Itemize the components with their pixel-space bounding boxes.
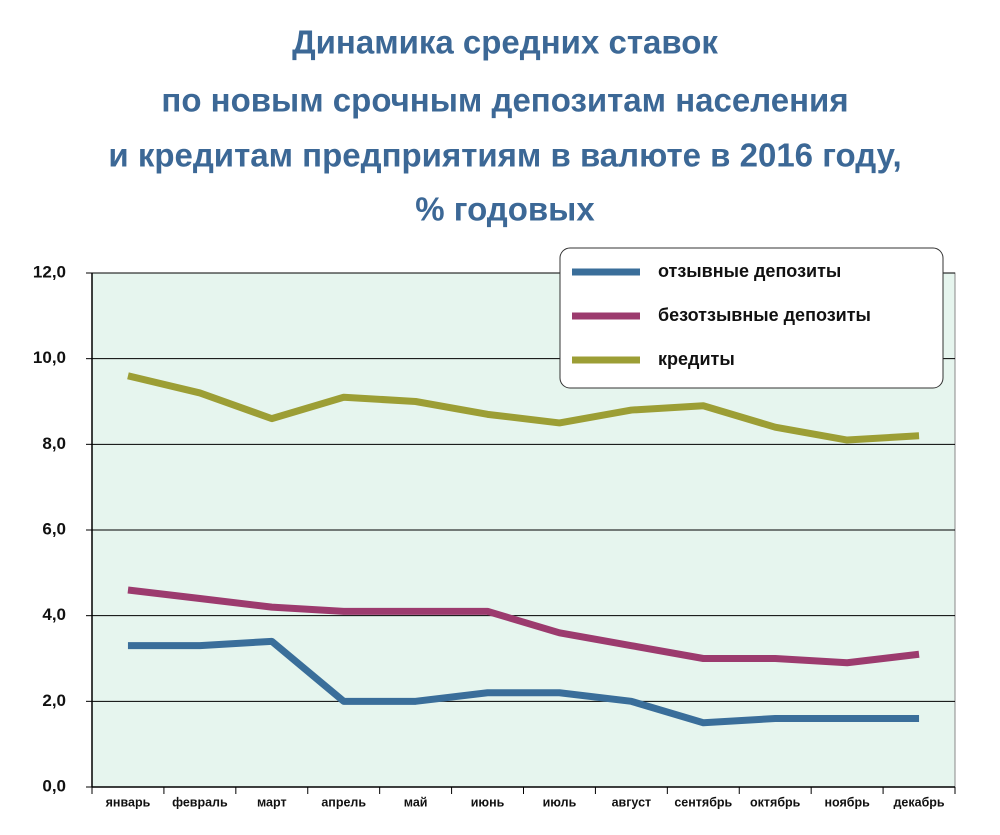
legend-box	[559, 247, 944, 389]
series-line	[127, 586, 920, 667]
y-tick-label: 8,0	[42, 434, 66, 453]
x-tick-label: февраль	[172, 795, 228, 809]
y-tick-label: 2,0	[42, 691, 66, 710]
x-tick-label: июль	[543, 795, 577, 809]
chart-title: % годовых	[415, 191, 595, 228]
chart-title: и кредитам предприятиям в валюте в 2016 …	[108, 137, 901, 174]
legend-label: безотзывные депозиты	[658, 305, 871, 325]
y-tick-label: 6,0	[42, 519, 66, 538]
x-tick-label: май	[404, 795, 428, 809]
x-tick-label: декабрь	[893, 795, 944, 809]
y-tick-label: 4,0	[42, 605, 66, 624]
x-tick-label: март	[257, 795, 287, 809]
legend-label: кредиты	[658, 349, 735, 369]
chart-title: Динамика средних ставок	[292, 24, 718, 61]
x-tick-label: ноябрь	[824, 795, 870, 809]
series-line	[127, 372, 920, 444]
chart-title: по новым срочным депозитам населения	[161, 82, 848, 119]
x-tick-label: апрель	[321, 795, 366, 809]
series-line	[127, 637, 920, 727]
x-tick-label: октябрь	[750, 795, 801, 809]
legend-label: отзывные депозиты	[658, 261, 841, 281]
x-tick-label: август	[612, 795, 652, 809]
x-tick-label: сентябрь	[674, 795, 732, 809]
y-tick-label: 10,0	[33, 348, 66, 367]
x-tick-label: январь	[106, 795, 151, 809]
x-tick-label: июнь	[471, 795, 505, 809]
y-tick-label: 12,0	[33, 262, 66, 281]
y-tick-label: 0,0	[42, 776, 66, 795]
